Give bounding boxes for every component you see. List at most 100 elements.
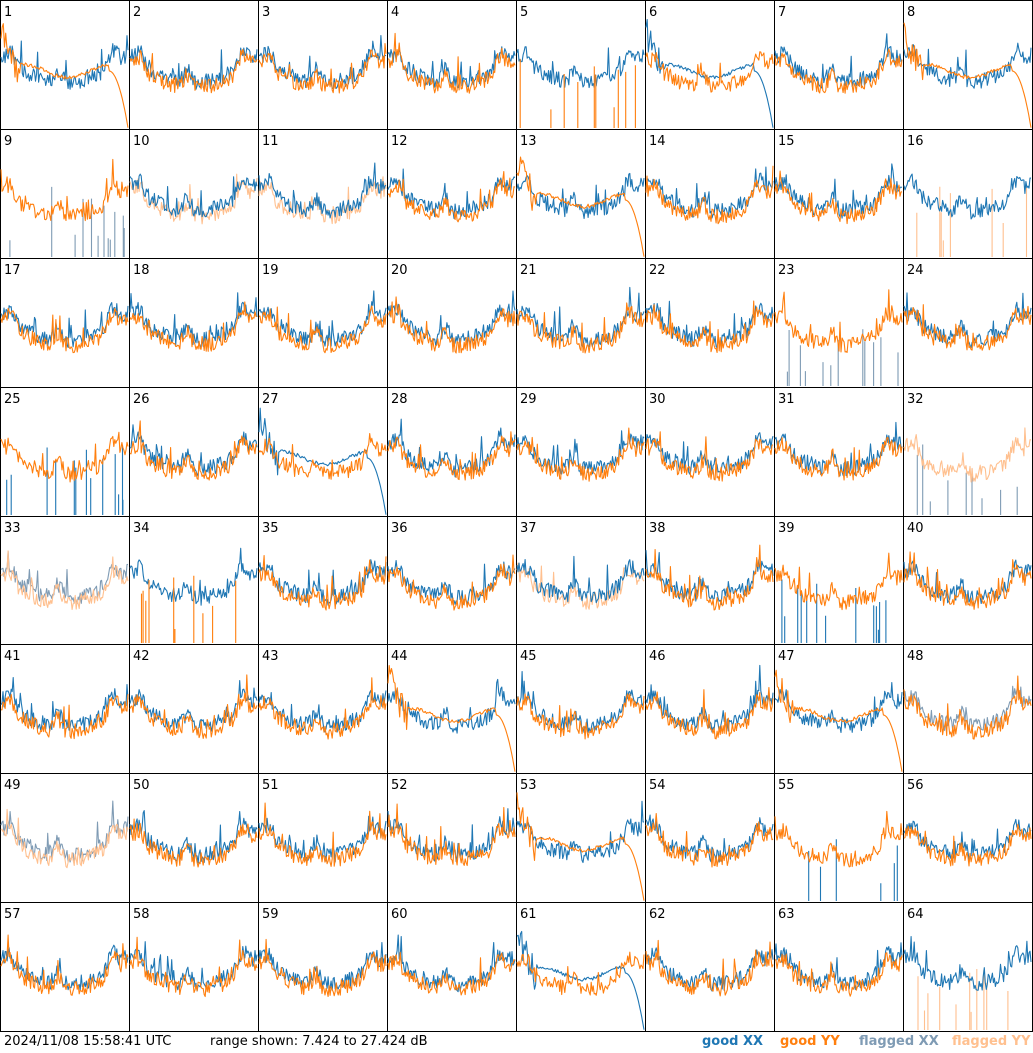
series-xx (258, 162, 387, 219)
tile-number: 52 (391, 778, 408, 793)
tile: 27 (258, 387, 388, 517)
tile: 28 (387, 387, 517, 517)
series-yy (774, 669, 903, 772)
tile: 13 (516, 129, 646, 259)
series-yy (258, 433, 387, 480)
tile: 37 (516, 516, 646, 645)
tile-number: 63 (778, 907, 795, 922)
series-yy (645, 51, 774, 93)
series-yy (258, 802, 387, 867)
tile-number: 54 (649, 778, 666, 793)
tile-frame (129, 129, 259, 259)
legend-good-yy: good YY (780, 1034, 840, 1049)
series-xx (916, 444, 1018, 515)
series-yy (1, 694, 129, 740)
series-yy (774, 810, 903, 868)
tile: 25 (0, 387, 130, 517)
tile-number: 46 (649, 649, 666, 664)
series-yy (387, 664, 516, 772)
series-yy (0, 431, 129, 483)
tile: 41 (0, 644, 130, 774)
tile-number: 35 (262, 521, 279, 536)
series-xx (786, 329, 899, 386)
tile-frame (774, 773, 904, 903)
tile: 50 (129, 773, 259, 903)
series-yy (387, 32, 516, 94)
tile: 62 (645, 902, 775, 1032)
tile: 55 (774, 773, 904, 903)
series-yy (258, 938, 387, 998)
tile: 36 (387, 516, 517, 645)
series-yy (903, 22, 1032, 128)
series-yy (916, 186, 1028, 257)
tile-number: 1 (4, 5, 12, 20)
legend-flagged-xx: flagged XX (859, 1034, 939, 1049)
tile-number: 10 (133, 134, 150, 149)
tile-number: 51 (262, 778, 279, 793)
tile-number: 31 (778, 392, 795, 407)
tile: 19 (258, 258, 388, 388)
series-yy (917, 969, 1009, 1030)
series-yy (774, 436, 903, 481)
series-yy (774, 48, 903, 94)
tile-frame (0, 0, 130, 130)
tile-frame (774, 516, 904, 645)
series-yy (519, 59, 636, 128)
series-yy (0, 550, 129, 610)
series-yy (903, 675, 1032, 740)
series-xx (774, 942, 903, 990)
tile-number: 22 (649, 263, 666, 278)
tile-frame (387, 129, 517, 259)
tile: 61 (516, 902, 646, 1032)
tile-number: 4 (391, 5, 399, 20)
tile: 33 (0, 516, 130, 645)
tile-number: 60 (391, 907, 408, 922)
series-xx (387, 290, 516, 347)
series-yy (0, 307, 129, 354)
tile-number: 13 (520, 134, 537, 149)
tile: 64 (903, 902, 1033, 1032)
tile-number: 23 (778, 263, 795, 278)
tile: 57 (0, 902, 130, 1032)
tile-number: 58 (133, 907, 150, 922)
series-xx (129, 173, 258, 218)
tile: 49 (0, 773, 130, 903)
tile: 2 (129, 0, 259, 130)
tile: 35 (258, 516, 388, 645)
tile-frame (903, 644, 1033, 774)
tile: 21 (516, 258, 646, 388)
series-xx (0, 35, 129, 90)
tile: 34 (129, 516, 259, 645)
tile-number: 55 (778, 778, 795, 793)
tile: 5 (516, 0, 646, 130)
series-yy (129, 48, 258, 94)
series-xx (258, 941, 387, 991)
series-yy (387, 803, 516, 867)
series-yy (516, 951, 645, 996)
series-yy (516, 427, 645, 482)
tile-number: 30 (649, 392, 666, 407)
tile-number: 11 (262, 134, 279, 149)
series-xx (808, 839, 898, 901)
series-xx (387, 934, 516, 993)
tile: 32 (903, 387, 1033, 517)
series-yy (774, 952, 903, 997)
tile: 60 (387, 902, 517, 1032)
series-yy (774, 552, 903, 611)
tile-number: 40 (907, 521, 924, 536)
tile: 29 (516, 387, 646, 517)
tile-frame (0, 129, 130, 259)
tile-number: 56 (907, 778, 924, 793)
series-yy (129, 301, 258, 352)
timestamp: 2024/11/08 15:58:41 UTC (4, 1034, 172, 1049)
series-xx (903, 173, 1032, 220)
legend-flagged-yy: flagged YY (952, 1034, 1031, 1049)
tile-number: 41 (4, 649, 21, 664)
series-yy (258, 555, 387, 611)
series-yy (140, 575, 237, 643)
series-xx (6, 445, 124, 515)
tile: 52 (387, 773, 517, 903)
tile-number: 57 (4, 907, 21, 922)
tile: 7 (774, 0, 904, 130)
tile-number: 12 (391, 134, 408, 149)
